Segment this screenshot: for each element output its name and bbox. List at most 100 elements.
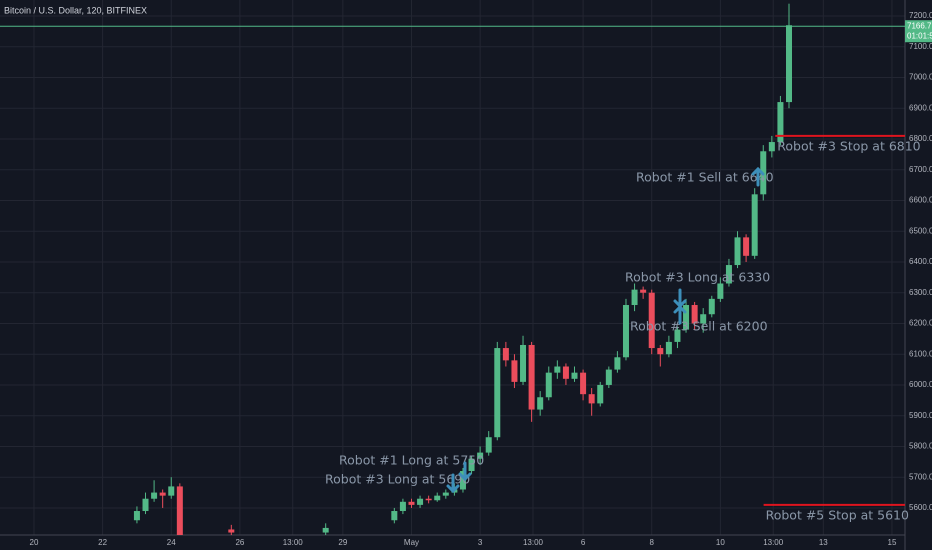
candle-body	[751, 194, 758, 256]
candle-body	[168, 486, 175, 496]
y-tick-label: 6800.0	[909, 134, 932, 143]
candle-body	[657, 348, 664, 355]
arrow-up	[458, 461, 472, 482]
x-tick-label: 22	[98, 538, 107, 547]
x-tick-label: 26	[235, 538, 244, 547]
x-tick-label: 13:00	[523, 538, 544, 547]
y-tick-label: 6200.0	[909, 319, 932, 328]
candle-body	[725, 265, 732, 284]
x-tick-label: 20	[30, 538, 39, 547]
annotation: Robot #3 Sell at 6200	[630, 319, 768, 334]
x-tick-label: 24	[167, 538, 176, 547]
candle-body	[734, 237, 741, 266]
chart-title: Bitcoin / U.S. Dollar, 120, BITFINEX	[4, 5, 147, 15]
y-tick-label: 6500.0	[909, 226, 932, 235]
level-label: Robot #5 Stop at 5610	[766, 507, 909, 522]
annotation: Robot #1 Sell at 6640	[636, 170, 774, 185]
x-tick-label: 13:00	[283, 538, 304, 547]
candle-body	[708, 298, 715, 315]
candle-body	[562, 366, 569, 379]
x-tick-label: 6	[581, 538, 586, 547]
y-tick-label: 5700.0	[909, 472, 932, 481]
y-tick-label: 7100.0	[909, 42, 932, 51]
arrow-down	[673, 304, 687, 325]
y-tick-label: 6600.0	[909, 196, 932, 205]
candle-body	[425, 498, 432, 501]
candle-body	[691, 305, 698, 324]
countdown-label: 01:01:54	[907, 31, 932, 40]
candle-body	[151, 492, 158, 499]
y-tick-label: 5600.0	[909, 503, 932, 512]
y-tick-label: 6300.0	[909, 288, 932, 297]
candle-body	[674, 329, 681, 342]
candle-body	[408, 501, 415, 505]
candle-body	[717, 283, 724, 299]
candle-body	[683, 305, 690, 330]
candle-body	[520, 344, 527, 382]
candle-body	[597, 384, 604, 404]
candle-body	[786, 25, 793, 103]
candle-body	[417, 498, 424, 505]
candle-body	[580, 372, 587, 395]
candle-body	[545, 372, 552, 398]
candle-body	[528, 344, 535, 410]
annotation: Robot #3 Long at 6330	[625, 270, 770, 285]
annotation: Robot #1 Long at 5750	[339, 453, 484, 468]
candle-body	[485, 437, 492, 453]
candle-body	[142, 498, 149, 512]
candle-body	[640, 289, 647, 293]
y-tick-label: 7000.0	[909, 73, 932, 82]
y-tick-label: 5900.0	[909, 411, 932, 420]
y-tick-label: 6400.0	[909, 257, 932, 266]
y-tick-label: 5800.0	[909, 442, 932, 451]
candle-body	[133, 511, 140, 521]
candle-body	[176, 486, 183, 535]
candle-body	[648, 292, 655, 349]
x-tick-label: 13:00	[763, 538, 784, 547]
price-tag	[905, 20, 932, 43]
candle-body	[768, 142, 775, 152]
candle-body	[468, 458, 475, 472]
x-tick-label: May	[404, 538, 419, 547]
candle-body	[159, 492, 166, 496]
level-label: Robot #3 Stop at 6810	[777, 138, 920, 153]
candle-body	[665, 341, 672, 355]
x-tick-label: 8	[649, 538, 654, 547]
candle-body	[631, 289, 638, 306]
arrow-down	[751, 166, 765, 187]
candle-body	[502, 348, 509, 361]
candle-body	[228, 529, 235, 533]
candle-body	[477, 452, 484, 459]
x-tick-label: 10	[716, 538, 725, 547]
candle-body	[459, 471, 466, 490]
candle-body	[537, 397, 544, 410]
candle-body	[554, 366, 561, 373]
annotation: Robot #3 Long at 5690	[325, 472, 470, 487]
candle-body	[322, 527, 329, 533]
candle-body	[777, 102, 784, 143]
y-tick-label: 6900.0	[909, 103, 932, 112]
x-tick-label: 13	[819, 538, 828, 547]
last-price-label: 7166.7	[907, 21, 932, 30]
candle-body	[622, 305, 629, 358]
y-tick-label: 6100.0	[909, 349, 932, 358]
candle-body	[614, 357, 621, 370]
candle-body	[571, 372, 578, 379]
candle-body	[399, 501, 406, 512]
y-tick-label: 6000.0	[909, 380, 932, 389]
candle-body	[494, 348, 501, 438]
candle-body	[743, 237, 750, 256]
candle-body	[434, 495, 441, 501]
candle-body	[700, 314, 707, 324]
y-tick-label: 7200.0	[909, 11, 932, 20]
grid	[0, 0, 905, 535]
candle-body	[588, 394, 595, 404]
x-tick-label: 3	[478, 538, 483, 547]
candle-body	[442, 492, 449, 496]
arrow-up	[446, 473, 460, 494]
y-tick-label: 6700.0	[909, 165, 932, 174]
candle-body	[511, 360, 518, 382]
candle-body	[391, 511, 398, 521]
